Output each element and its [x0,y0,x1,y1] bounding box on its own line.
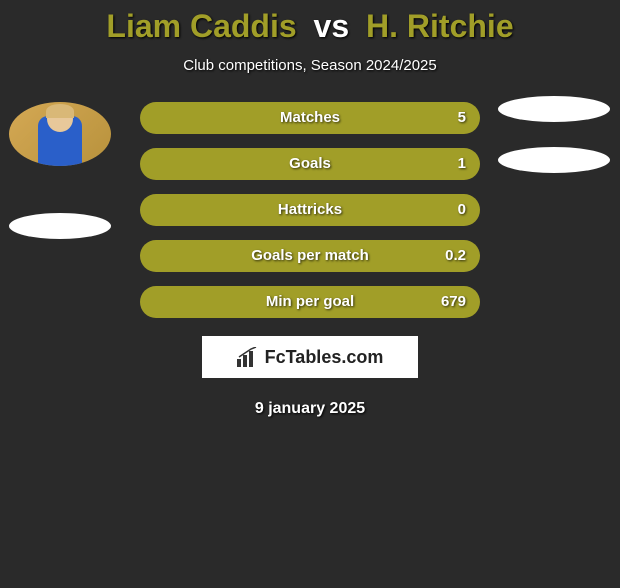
stat-bar: Matches5 [140,102,480,134]
player1-avatar [9,102,111,166]
subtitle: Club competitions, Season 2024/2025 [0,57,620,74]
stat-value: 1 [458,148,466,180]
stat-value: 0.2 [445,240,466,272]
player2-avatar-column [496,96,612,198]
player1-name-oval [9,213,111,239]
stat-bar: Goals per match0.2 [140,240,480,272]
stat-bar: Goals1 [140,148,480,180]
comparison-title: Liam Caddis vs H. Ritchie [0,8,620,45]
stat-bar: Hattricks0 [140,194,480,226]
stat-value: 0 [458,194,466,226]
player1-name: Liam Caddis [106,8,296,44]
stat-label: Hattricks [140,194,480,226]
bar-chart-icon [237,347,259,367]
stat-value: 679 [441,286,466,318]
player2-name: H. Ritchie [366,8,514,44]
vs-text: vs [314,8,350,44]
stat-label: Goals per match [140,240,480,272]
stat-bars: Matches5Goals1Hattricks0Goals per match0… [140,102,480,318]
player2-name-oval-2 [498,147,610,173]
brand-text: FcTables.com [265,347,384,368]
player2-name-oval-1 [498,96,610,122]
stat-value: 5 [458,102,466,134]
brand-box: FcTables.com [202,336,418,378]
stat-label: Goals [140,148,480,180]
player1-avatar-column [8,102,112,244]
stat-label: Min per goal [140,286,480,318]
date: 9 january 2025 [0,400,620,418]
stat-label: Matches [140,102,480,134]
chart-container: Matches5Goals1Hattricks0Goals per match0… [0,102,620,418]
stat-bar: Min per goal679 [140,286,480,318]
